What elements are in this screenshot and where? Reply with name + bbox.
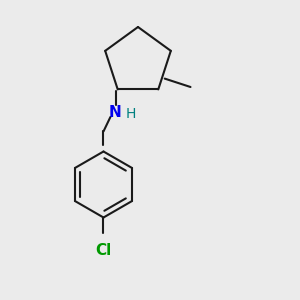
- Text: Cl: Cl: [95, 243, 112, 258]
- Text: N: N: [109, 105, 122, 120]
- Text: H: H: [125, 107, 136, 121]
